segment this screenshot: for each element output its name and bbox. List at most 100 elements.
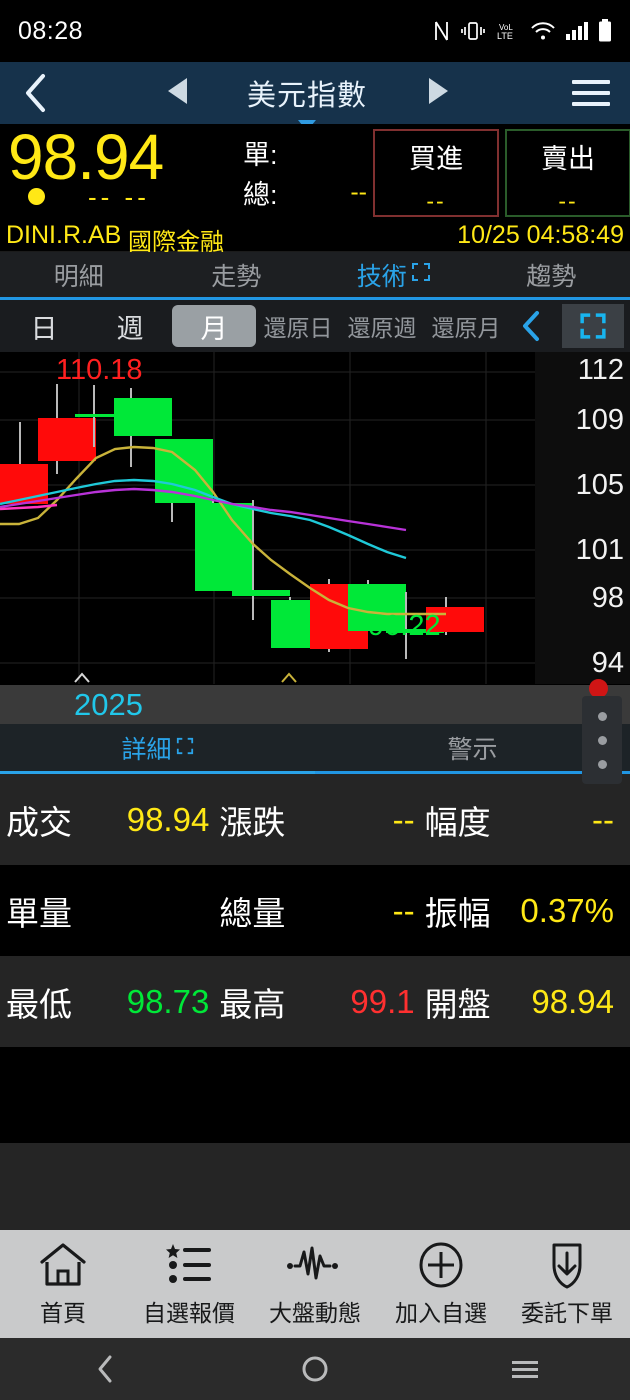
detail-label-chengjiao: 成交 bbox=[6, 803, 72, 841]
quote-label-column: 單: 總: -- bbox=[243, 132, 367, 212]
volte-icon: VoL LTE bbox=[497, 23, 513, 41]
back-button[interactable] bbox=[0, 73, 70, 113]
menu-button[interactable] bbox=[572, 73, 610, 113]
table-row: 成交 98.94 漲跌 -- 幅度 -- bbox=[0, 774, 630, 865]
status-icon-group: VoL LTE bbox=[433, 19, 612, 43]
sell-price: -- bbox=[558, 188, 578, 214]
title-bar: 美元指數 bbox=[0, 62, 630, 131]
candlestick-chart-canvas bbox=[0, 352, 535, 684]
y-tick-5: 94 bbox=[591, 647, 624, 679]
period-adj-week-button[interactable]: 還原週 bbox=[340, 305, 424, 347]
period-adj-month-button[interactable]: 還原月 bbox=[424, 305, 508, 347]
page-title-label: 美元指數 bbox=[247, 80, 368, 112]
nav-add-watch-label: 加入自選 bbox=[395, 1300, 487, 1326]
prev-symbol-button[interactable] bbox=[165, 76, 191, 111]
table-row: 單量 總量 -- 振幅 0.37% bbox=[0, 865, 630, 956]
active-detail-tab-underline bbox=[0, 771, 315, 774]
android-home-button[interactable] bbox=[210, 1354, 420, 1384]
period-week-label: 週 bbox=[116, 313, 144, 344]
cellular-signal-icon bbox=[566, 22, 588, 40]
nfc-icon bbox=[435, 21, 448, 41]
detail-value-zuidi: 98.73 bbox=[126, 982, 210, 1020]
chart-low-annotation: 96.22 bbox=[368, 610, 441, 642]
vibrate-icon bbox=[461, 22, 485, 40]
detail-tab-bar: 詳細 警示 bbox=[0, 724, 630, 774]
market-pulse-icon bbox=[287, 1246, 338, 1280]
y-tick-2: 105 bbox=[575, 469, 624, 501]
detail-label-danliang: 單量 bbox=[6, 894, 72, 932]
tab-zoushi[interactable]: 走勢 bbox=[158, 252, 316, 297]
chart-y-axis: 112 109 105 101 98 94 bbox=[535, 352, 630, 684]
nav-order[interactable]: 委託下單 bbox=[504, 1240, 630, 1328]
chart-side-options-handle[interactable] bbox=[582, 696, 622, 784]
detail-empty-row bbox=[0, 1047, 630, 1143]
android-back-button[interactable] bbox=[0, 1353, 210, 1385]
watchlist-icon bbox=[166, 1244, 211, 1283]
nav-watchlist-label: 自選報價 bbox=[143, 1300, 235, 1326]
sell-label: 賣出 bbox=[541, 144, 595, 174]
next-symbol-button[interactable] bbox=[425, 76, 451, 111]
ma-mid-line bbox=[0, 478, 407, 560]
total-volume-label: 總: bbox=[243, 179, 278, 210]
nav-add-watch[interactable]: 加入自選 bbox=[378, 1240, 504, 1328]
android-home-icon bbox=[302, 1356, 328, 1382]
detail-value-chengjiao: 98.94 bbox=[126, 800, 210, 838]
period-day-button[interactable]: 日 bbox=[0, 305, 88, 347]
bottom-navigation-bar: 首頁 自選報價 大盤動態 bbox=[0, 1230, 630, 1338]
nav-watchlist[interactable]: 自選報價 bbox=[126, 1240, 252, 1328]
detail-cell: 總量 -- bbox=[219, 887, 424, 935]
chart-caret-marker bbox=[74, 672, 90, 683]
market-category: 國際金融 bbox=[128, 229, 224, 256]
tab-mingxi[interactable]: 明細 bbox=[0, 252, 158, 297]
tab-qushi-label: 趨勢 bbox=[526, 262, 577, 291]
last-price: 98.94 bbox=[8, 121, 164, 193]
sell-button[interactable]: 賣出 -- bbox=[505, 129, 630, 217]
tab-alert-label: 警示 bbox=[447, 735, 498, 764]
detail-value-zhangdie: -- bbox=[392, 800, 415, 838]
order-download-icon bbox=[552, 1243, 582, 1289]
price-change-dashes: -- -- bbox=[88, 182, 150, 212]
page-title[interactable]: 美元指數 bbox=[247, 72, 368, 131]
chart-fullscreen-button[interactable] bbox=[562, 304, 624, 348]
tab-mingxi-label: 明細 bbox=[53, 262, 104, 291]
period-month-button[interactable]: 月 bbox=[172, 305, 256, 347]
detail-cell: 成交 98.94 bbox=[6, 796, 219, 844]
nav-market-pulse[interactable]: 大盤動態 bbox=[252, 1240, 378, 1328]
period-adj-day-button[interactable]: 還原日 bbox=[256, 305, 340, 347]
main-tab-bar: 明細 走勢 技術 趨勢 bbox=[0, 252, 630, 300]
nav-market-pulse-label: 大盤動態 bbox=[269, 1300, 361, 1326]
nav-order-label: 委託下單 bbox=[521, 1300, 613, 1326]
detail-label-fudu: 幅度 bbox=[424, 803, 491, 841]
period-week-button[interactable]: 週 bbox=[88, 305, 172, 347]
expand-corners-icon bbox=[176, 733, 194, 762]
hamburger-menu-icon bbox=[572, 102, 610, 106]
tab-jishu-label: 技術 bbox=[356, 262, 407, 291]
tab-jishu[interactable]: 技術 bbox=[315, 252, 473, 297]
android-navigation-bar bbox=[0, 1338, 630, 1400]
table-row: 最低 98.73 最高 99.1 開盤 98.94 bbox=[0, 956, 630, 1047]
chart-x-scrollbar[interactable]: 2025 bbox=[0, 679, 630, 724]
y-tick-0: 112 bbox=[577, 354, 624, 386]
quote-panel: 98.94 -- -- DINI.R.AB 國際金融 10/25 04:58:4… bbox=[0, 121, 630, 256]
tab-alert[interactable]: 警示 bbox=[315, 724, 630, 771]
y-tick-1: 109 bbox=[575, 404, 624, 436]
period-collapse-button[interactable] bbox=[508, 305, 554, 347]
detail-label-zuidi: 最低 bbox=[6, 985, 72, 1023]
hamburger-menu-icon bbox=[572, 91, 610, 95]
nav-home-label: 首頁 bbox=[40, 1300, 86, 1326]
tab-qushi[interactable]: 趨勢 bbox=[473, 252, 630, 297]
tab-detail[interactable]: 詳細 bbox=[0, 724, 315, 771]
price-chart[interactable]: 110.18 96.22 112 109 105 101 98 94 bbox=[0, 352, 630, 684]
fullscreen-expand-icon bbox=[580, 313, 606, 339]
y-tick-4: 98 bbox=[591, 582, 624, 614]
status-clock: 08:28 bbox=[18, 16, 84, 45]
period-month-label: 月 bbox=[200, 313, 228, 344]
detail-value-kaipan: 98.94 bbox=[531, 982, 614, 1020]
chevron-left-icon bbox=[523, 311, 539, 341]
svg-text:LTE: LTE bbox=[497, 31, 513, 41]
buy-button[interactable]: 買進 -- bbox=[373, 129, 499, 217]
wifi-icon bbox=[531, 22, 555, 40]
chart-caret-marker bbox=[281, 672, 297, 683]
android-recents-button[interactable] bbox=[420, 1357, 630, 1382]
nav-home[interactable]: 首頁 bbox=[0, 1240, 126, 1328]
